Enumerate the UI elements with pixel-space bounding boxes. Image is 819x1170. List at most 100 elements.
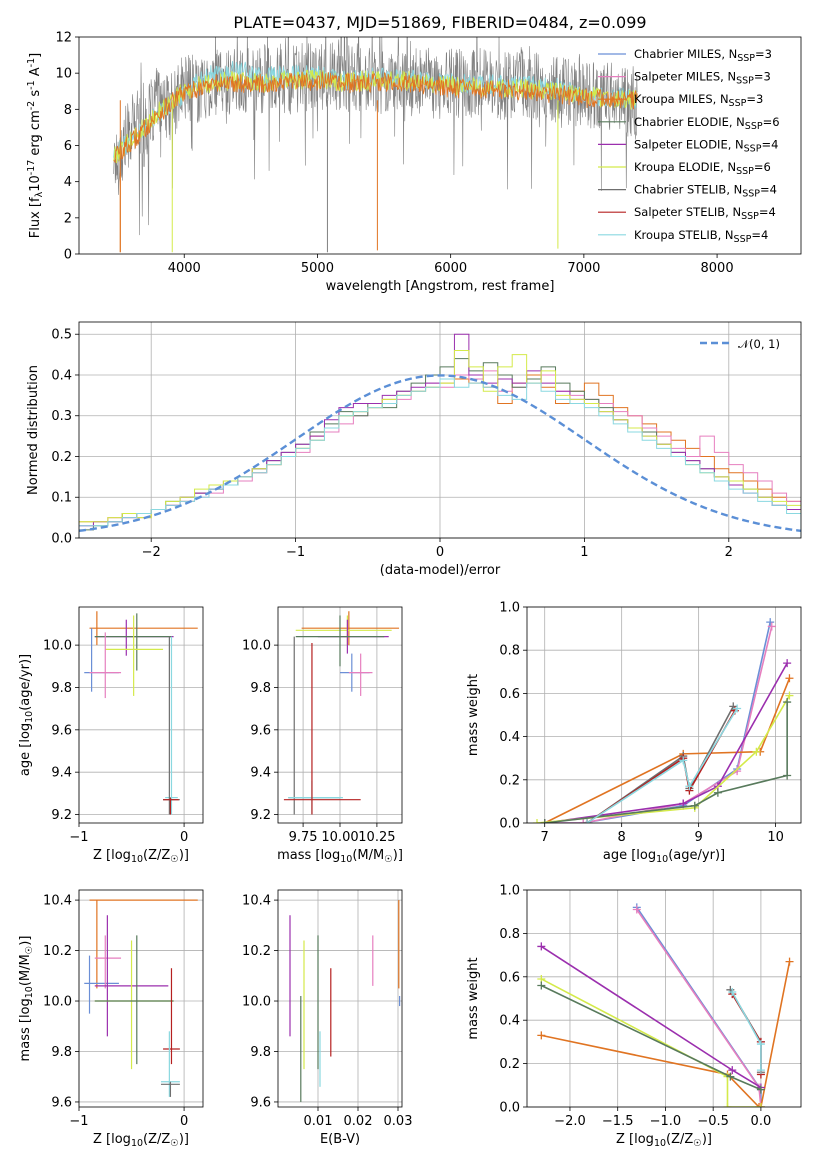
weight-line	[544, 677, 791, 823]
x-tick-label: 5000	[301, 261, 334, 276]
x-tick-label: −2.0	[554, 1114, 586, 1129]
y-tick-label: 9.4	[250, 766, 271, 781]
weight-line	[544, 626, 773, 823]
y-tick-label: 0.6	[499, 970, 520, 985]
weight-line	[536, 695, 791, 823]
y-tick-label: 9.8	[51, 681, 72, 696]
legend-label: Salpeter MILES, NSSP=3	[634, 70, 771, 87]
x-tick-label: 1	[580, 545, 588, 560]
weight_vs_Z-axes: −2.0 −1.5 −1.0 −0.5 0.0 0.0 0.2 0.4 0.6 0.8 1.0 Z […	[466, 884, 802, 1149]
spectrum-frame	[78, 36, 802, 255]
y-tick-label: 0.2	[499, 773, 520, 788]
x-tick-label: 0.01	[304, 1114, 333, 1129]
spectrum-line	[113, 37, 638, 236]
weight-line	[586, 708, 738, 823]
data-point	[537, 942, 546, 951]
age_vs_mass-plot-area	[283, 611, 400, 815]
y-tick-label: 0.2	[51, 450, 72, 465]
x-tick-label: 9.75	[289, 830, 318, 845]
y-tick-label: 10.0	[43, 995, 72, 1010]
data-point	[785, 691, 794, 700]
x-tick-label: −1.0	[650, 1114, 682, 1129]
y-tick-label: 10.2	[43, 944, 72, 959]
mass_vs_ebv-axes: 0.01 0.02 0.03 9.6 9.8 10.0 10.2 10.4 E(B-V)	[242, 889, 412, 1147]
x-tick-label: −1	[286, 545, 305, 560]
y-axis-label: age [log10(age/yr)]	[18, 654, 35, 776]
weight_vs_age-frame	[526, 606, 802, 824]
data-point	[785, 957, 794, 966]
x-axis-label: (data-model)/error	[380, 563, 501, 578]
age_vs_mass-frame	[277, 606, 403, 824]
x-tick-label: 4000	[168, 261, 201, 276]
y-tick-label: 2	[64, 211, 72, 226]
y-tick-label: 9.2	[51, 808, 72, 823]
weight_vs_age-axes: 7 8 9 10 0.0 0.2 0.4 0.6 0.8 1.0 age [log10(age/yr…	[466, 601, 802, 865]
data-point	[752, 747, 761, 756]
data-point	[679, 799, 688, 808]
y-axis-label: mass weight	[466, 674, 481, 756]
data-point	[679, 756, 688, 765]
normal-curve	[79, 374, 801, 533]
x-tick-label: 8000	[701, 261, 734, 276]
x-tick-label: 0	[436, 545, 444, 560]
y-tick-label: 8	[64, 103, 72, 118]
y-tick-label: 6	[64, 139, 72, 154]
spectrum-line	[113, 71, 638, 163]
mass_vs_ebv-frame	[277, 889, 403, 1108]
x-tick-label: 10.25	[358, 830, 395, 845]
legend-label: Salpeter ELODIE, NSSP=4	[634, 137, 778, 154]
y-tick-label: 10.2	[242, 944, 271, 959]
data-point	[713, 788, 722, 797]
legend-label: Kroupa ELODIE, NSSP=6	[634, 160, 771, 177]
data-point	[726, 1072, 735, 1081]
age_vs_Z-axes: −1 0 9.2 9.4 9.6 9.8 10.0 Z [log10(Z/Z☉)] age [l…	[18, 606, 204, 865]
y-axis-label: Normed distribution	[26, 365, 41, 495]
data-point	[766, 618, 775, 627]
y-tick-label: 0.0	[499, 817, 520, 832]
y-axis-label: mass [log10(M/M☉)]	[18, 936, 35, 1062]
weight_vs_age-plot-area	[533, 618, 794, 823]
y-tick-label: 10.0	[242, 639, 271, 654]
y-tick-label: 1.0	[499, 884, 520, 899]
y-axis-label: Flux [fλ10-17 erg cm-2 s-1 A-1]	[26, 53, 45, 238]
weight-line	[544, 621, 771, 823]
y-tick-label: 9.6	[51, 723, 72, 738]
y-tick-label: 0.8	[499, 644, 520, 659]
weight-line	[540, 978, 761, 1107]
y-tick-label: 0.5	[51, 328, 72, 343]
data-point	[783, 698, 792, 707]
weight-line	[540, 945, 762, 1089]
y-tick-label: 0.1	[51, 491, 72, 506]
x-tick-label: 7000	[567, 261, 600, 276]
x-tick-label: −1.5	[602, 1114, 634, 1129]
weight-line	[544, 662, 788, 823]
y-tick-label: 12	[55, 31, 72, 46]
y-tick-label: 0.2	[499, 1057, 520, 1072]
y-tick-label: 1.0	[499, 601, 520, 616]
data-point	[756, 1066, 765, 1075]
y-tick-label: 9.2	[250, 808, 271, 823]
weight-line	[731, 993, 762, 1075]
y-tick-label: 0.8	[499, 927, 520, 942]
x-tick-label: 0	[180, 1114, 188, 1129]
weight_vs_Z-plot-area	[537, 903, 794, 1107]
residuals-plot-area	[79, 333, 801, 538]
data-point	[632, 905, 641, 914]
x-tick-label: 10	[767, 830, 784, 845]
weight-line	[729, 989, 762, 1073]
spectrum-axes: 4000 5000 6000 7000 8000 0 2 4 6 8 10 12 wavelength …	[26, 13, 802, 294]
y-tick-label: 10.4	[43, 894, 72, 909]
x-axis-label: Z [log10(Z/Z☉)]	[616, 1132, 712, 1149]
x-tick-label: 10.00	[321, 830, 358, 845]
y-tick-label: 0.4	[499, 730, 520, 745]
x-tick-label: −0.5	[697, 1114, 729, 1129]
legend-label: Chabrier STELIB, NSSP=4	[634, 183, 777, 200]
data-point	[537, 1031, 546, 1040]
y-tick-label: 0	[64, 248, 72, 263]
data-point	[785, 674, 794, 683]
data-point	[728, 987, 737, 996]
x-tick-label: 6000	[434, 261, 467, 276]
y-tick-label: 0.0	[51, 532, 72, 547]
data-point	[756, 1085, 765, 1094]
data-point	[540, 819, 549, 823]
